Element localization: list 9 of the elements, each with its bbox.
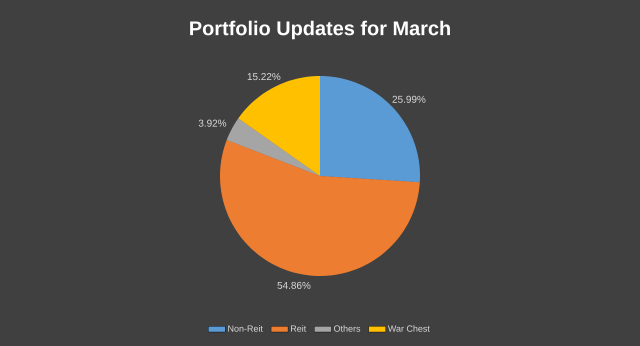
- legend-label: Reit: [291, 325, 306, 332]
- chart-title: Portfolio Updates for March: [190, 20, 450, 40]
- legend-label: Non-Reit: [228, 325, 263, 332]
- data-label: 54.86%: [277, 282, 310, 289]
- legend-label: Others: [334, 325, 360, 332]
- data-label: 3.92%: [198, 120, 226, 127]
- legend-label: War Chest: [388, 325, 430, 332]
- data-label: 25.99%: [392, 96, 426, 103]
- data-label: 15.22%: [248, 73, 280, 80]
